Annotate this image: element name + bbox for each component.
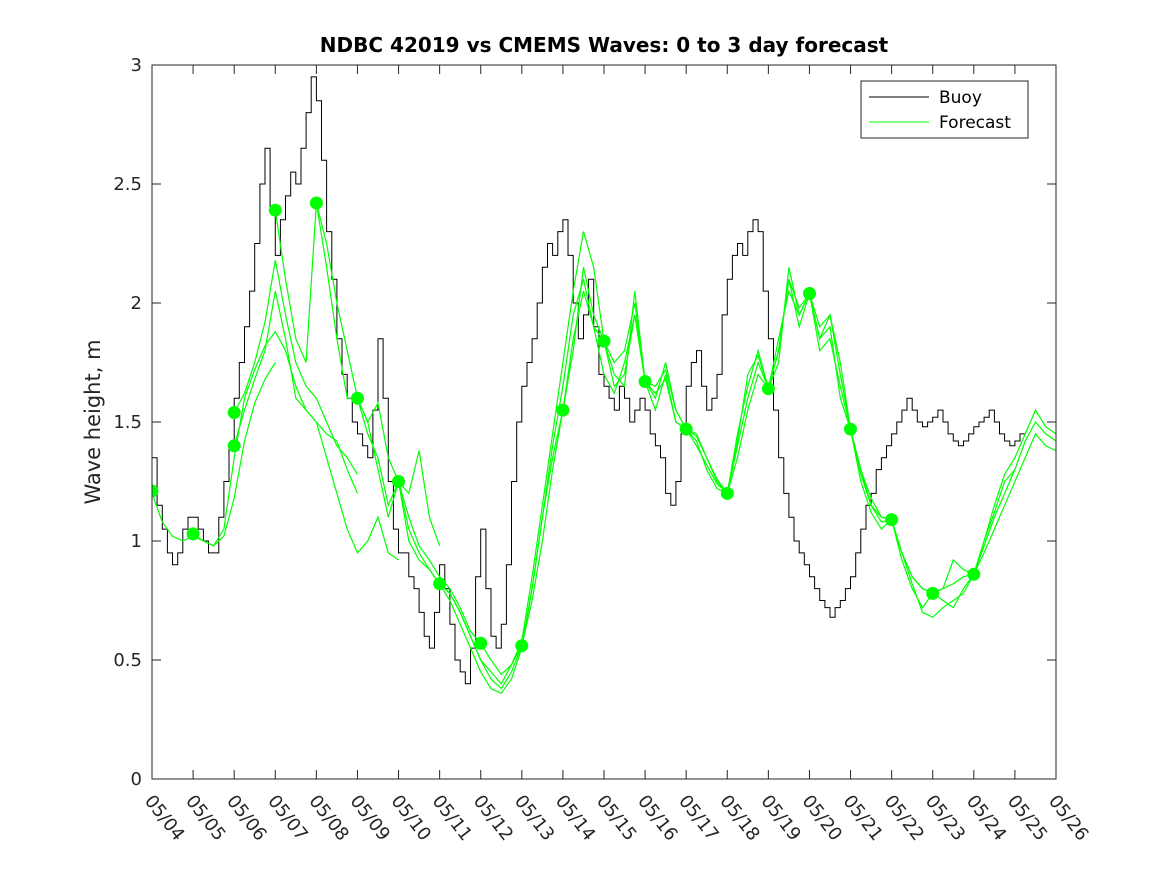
y-axis-label: Wave height, m bbox=[81, 339, 105, 504]
buoy-line bbox=[152, 76, 1026, 685]
analysis-marker bbox=[638, 375, 652, 388]
analysis-marker bbox=[761, 382, 775, 396]
forecast-line-22 bbox=[973, 432, 1056, 575]
legend-label-buoy: Buoy bbox=[939, 88, 982, 108]
chart-title: NDBC 42019 vs CMEMS Waves: 0 to 3 day fo… bbox=[320, 33, 889, 57]
y-axis: 0 0.5 1 1.5 2 2.5 3 bbox=[113, 55, 1056, 790]
analysis-marker bbox=[392, 475, 405, 488]
forecast-line-2 bbox=[192, 330, 359, 547]
analysis-marker bbox=[227, 406, 241, 419]
legend: Buoy Forecast bbox=[860, 80, 1029, 139]
analysis-marker bbox=[351, 391, 364, 405]
analysis-marker bbox=[720, 486, 734, 500]
analysis-marker bbox=[926, 586, 940, 600]
analysis-marker bbox=[844, 422, 857, 436]
analysis-marker bbox=[679, 422, 693, 436]
analysis-marker bbox=[268, 203, 282, 217]
forecast-line-21 bbox=[932, 408, 1056, 609]
y-tick-label: 3 bbox=[131, 55, 142, 76]
legend-box bbox=[860, 80, 1029, 139]
analysis-marker bbox=[152, 484, 159, 498]
analysis-marker bbox=[433, 577, 447, 591]
analysis-marker bbox=[803, 287, 816, 300]
y-tick-label: 2.5 bbox=[113, 174, 142, 195]
y-tick-label: 0 bbox=[131, 769, 142, 790]
forecast-line-19 bbox=[849, 428, 1016, 618]
analysis-marker bbox=[556, 403, 570, 417]
analysis-marker bbox=[474, 636, 488, 650]
y-tick-label: 1 bbox=[131, 531, 142, 552]
y-tick-label: 1.5 bbox=[113, 412, 142, 433]
analysis-marker bbox=[515, 639, 529, 653]
analysis-marker bbox=[227, 439, 241, 453]
y-tick-label: 2 bbox=[131, 293, 142, 314]
analysis-marker bbox=[597, 334, 611, 348]
forecast-line-3 bbox=[233, 290, 399, 561]
series-layer bbox=[152, 76, 1056, 695]
analysis-marker bbox=[885, 513, 899, 527]
legend-label-forecast: Forecast bbox=[939, 113, 1011, 133]
y-tick-label: 0.5 bbox=[113, 650, 142, 671]
forecast-line-4 bbox=[233, 260, 359, 475]
analysis-marker bbox=[309, 196, 323, 210]
analysis-marker bbox=[186, 527, 200, 541]
analysis-marker bbox=[967, 567, 981, 581]
